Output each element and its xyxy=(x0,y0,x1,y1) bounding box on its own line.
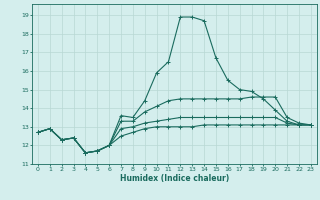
X-axis label: Humidex (Indice chaleur): Humidex (Indice chaleur) xyxy=(120,174,229,183)
